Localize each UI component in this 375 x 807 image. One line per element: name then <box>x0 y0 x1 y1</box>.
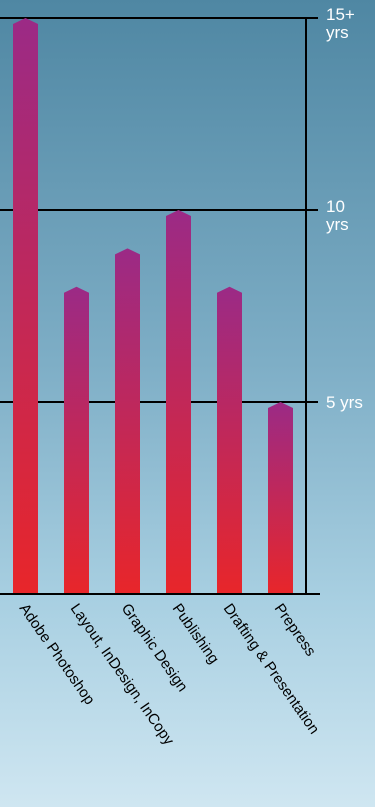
y-tick-label: yrs <box>326 23 349 42</box>
category-label: Prepress <box>271 601 319 660</box>
category-label: Drafting & Presentation <box>220 601 323 738</box>
axes <box>0 18 320 595</box>
grid-lines <box>0 17 318 403</box>
category-label: Publishing <box>169 601 223 667</box>
bar <box>166 210 191 594</box>
bars <box>13 18 293 594</box>
bar <box>268 402 293 594</box>
y-tick-label: 10 <box>326 197 345 216</box>
y-tick-label: 5 yrs <box>326 393 363 412</box>
bar <box>13 18 38 594</box>
bar <box>64 286 89 594</box>
category-label: Layout, InDesign, InCopy <box>67 601 178 749</box>
y-tick-label: yrs <box>326 215 349 234</box>
bar <box>217 286 242 594</box>
y-tick-label: 15+ <box>326 5 355 24</box>
bar <box>115 248 140 594</box>
